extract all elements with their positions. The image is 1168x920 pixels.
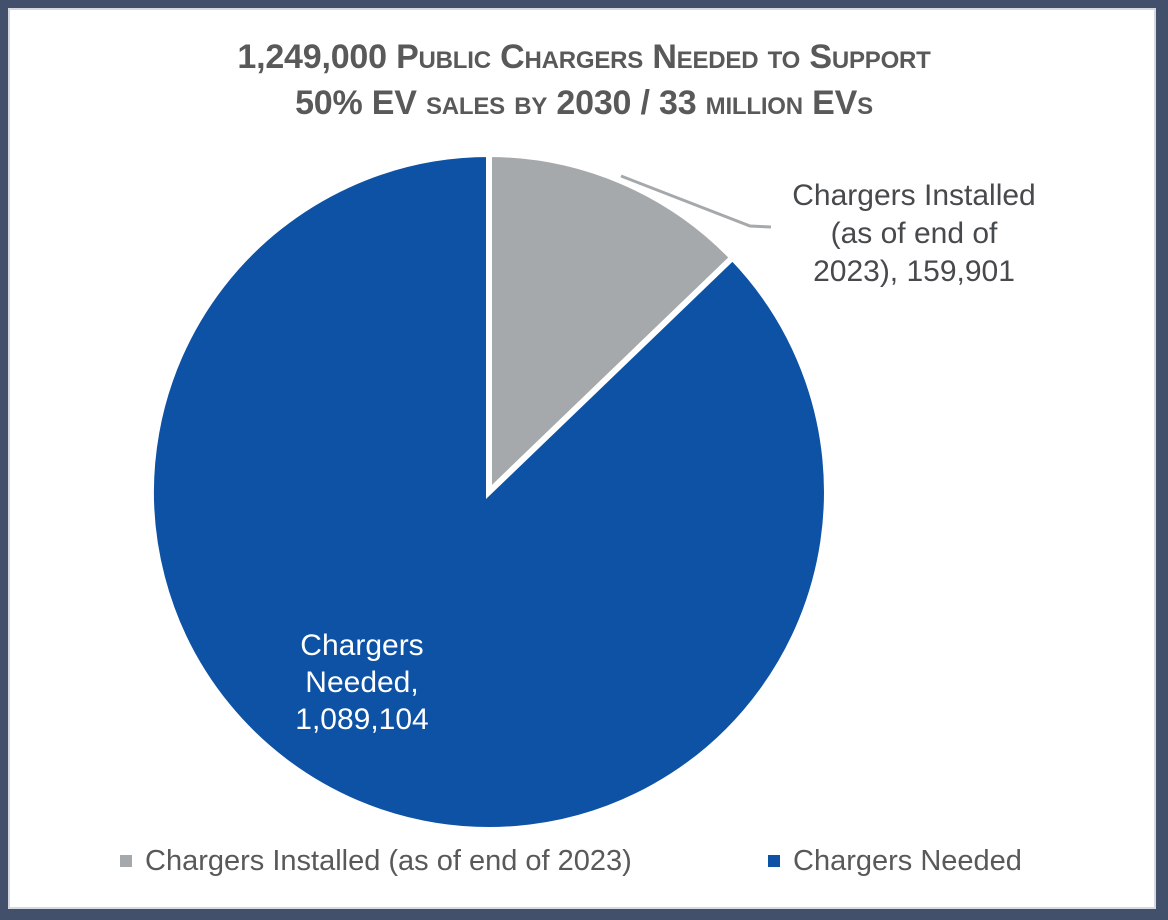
pie-slice-0 [486, 150, 737, 500]
legend-marker-needed-icon [768, 855, 780, 867]
legend-marker-installed-icon [120, 855, 132, 867]
callout-leader-line [620, 174, 772, 229]
pie-slices [148, 150, 830, 833]
slice-data-label-needed: Chargers Needed, 1,089,104 [295, 629, 429, 736]
legend-item-needed: Chargers Needed [768, 843, 1022, 879]
legend-label-needed: Chargers Needed [793, 845, 1022, 877]
legend-label-installed: Chargers Installed (as of end of 2023) [145, 845, 632, 877]
legend: Chargers Installed (as of end of 2023) C… [0, 843, 1168, 883]
chart-title: 1,249,000 Public Chargers Needed to Supp… [237, 38, 931, 122]
pie-slice-1 [148, 150, 830, 833]
slice-data-label-installed: Chargers Installed (as of end of 2023), … [792, 179, 1036, 288]
legend-item-installed: Chargers Installed (as of end of 2023) [120, 843, 632, 879]
